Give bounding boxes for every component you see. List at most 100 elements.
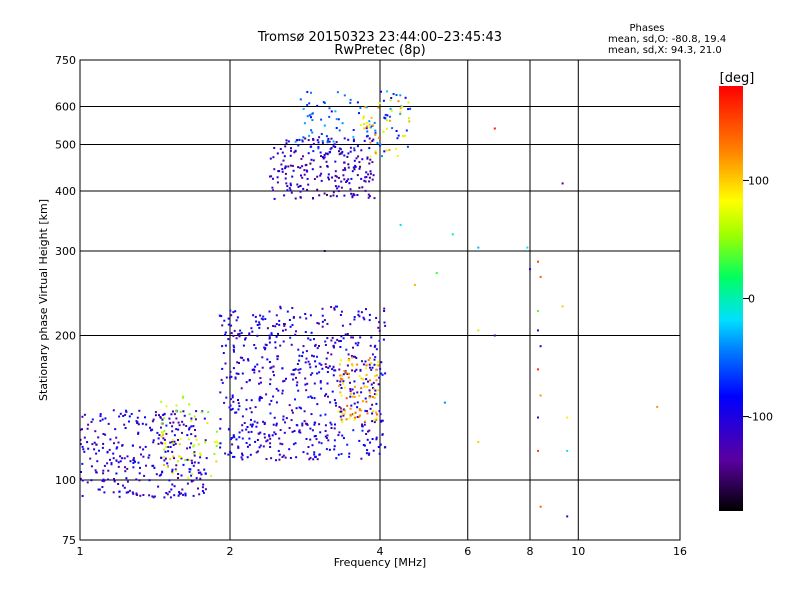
- data-point: [232, 435, 235, 438]
- data-point: [276, 181, 279, 184]
- data-point: [354, 342, 357, 345]
- data-point: [168, 417, 171, 420]
- data-point: [299, 368, 302, 371]
- data-point: [87, 447, 90, 450]
- data-point: [331, 390, 334, 393]
- data-point: [325, 160, 328, 163]
- data-point: [336, 338, 339, 341]
- data-point: [327, 439, 330, 442]
- data-point: [112, 457, 115, 460]
- data-point: [199, 454, 202, 457]
- data-point: [232, 400, 235, 403]
- data-point: [358, 315, 361, 318]
- data-point: [101, 479, 104, 482]
- data-point: [324, 394, 326, 397]
- data-point: [339, 314, 342, 316]
- data-point: [81, 495, 84, 497]
- data-point: [282, 329, 284, 332]
- data-point: [289, 154, 292, 157]
- data-point: [326, 382, 329, 385]
- data-point: [326, 322, 329, 325]
- data-point: [247, 431, 250, 434]
- data-point: [351, 369, 354, 372]
- data-point: [305, 438, 308, 440]
- data-point: [299, 98, 302, 101]
- data-point: [139, 494, 142, 497]
- data-point: [154, 414, 157, 417]
- data-point: [344, 168, 347, 171]
- data-point: [202, 483, 205, 486]
- data-point: [367, 359, 370, 361]
- data-point: [118, 415, 121, 418]
- data-point: [539, 505, 542, 508]
- data-point: [270, 333, 273, 336]
- data-point: [370, 368, 373, 371]
- data-point: [275, 335, 278, 338]
- data-point: [152, 418, 155, 421]
- data-point: [477, 246, 480, 249]
- data-point: [365, 122, 368, 125]
- data-point: [383, 321, 386, 324]
- data-point: [340, 408, 343, 411]
- data-point: [258, 432, 261, 435]
- data-point: [353, 316, 356, 318]
- data-point: [166, 493, 169, 496]
- data-point: [293, 430, 296, 432]
- data-point: [170, 413, 173, 416]
- data-point: [258, 396, 261, 399]
- data-point: [229, 404, 232, 407]
- data-point: [333, 439, 336, 442]
- colorbar: [719, 86, 743, 511]
- data-point: [354, 416, 356, 419]
- data-point: [231, 396, 234, 399]
- data-point: [369, 391, 371, 394]
- data-point: [364, 189, 367, 192]
- data-point: [529, 268, 531, 271]
- data-point: [97, 488, 100, 491]
- data-point: [272, 177, 274, 180]
- data-point: [376, 142, 379, 144]
- data-point: [259, 377, 262, 379]
- data-point: [272, 325, 275, 327]
- data-point: [288, 187, 291, 190]
- data-point: [268, 434, 271, 437]
- data-point: [317, 147, 320, 150]
- data-point: [197, 461, 200, 464]
- data-point: [155, 473, 158, 476]
- data-point: [283, 431, 286, 434]
- data-point: [121, 457, 123, 460]
- data-point: [237, 402, 240, 405]
- data-point: [339, 391, 342, 394]
- data-point: [152, 441, 155, 444]
- data-point: [332, 366, 335, 369]
- data-point: [158, 474, 161, 477]
- data-point: [119, 460, 122, 463]
- data-point: [361, 158, 364, 161]
- data-point: [148, 479, 151, 482]
- data-point: [106, 462, 109, 465]
- data-point: [320, 387, 323, 390]
- data-point: [373, 363, 376, 366]
- data-point: [188, 403, 191, 406]
- data-point: [378, 321, 381, 324]
- data-point: [378, 102, 381, 105]
- data-point: [222, 352, 225, 354]
- data-point: [328, 151, 331, 153]
- data-point: [321, 140, 324, 142]
- data-point: [136, 494, 139, 496]
- data-point: [375, 417, 378, 419]
- data-point: [230, 324, 233, 327]
- data-point: [537, 368, 539, 371]
- data-point: [86, 427, 89, 430]
- data-point: [281, 392, 284, 395]
- data-point: [285, 139, 288, 142]
- data-point: [251, 330, 254, 333]
- data-point: [396, 155, 399, 157]
- data-point: [163, 448, 166, 451]
- data-point: [250, 411, 253, 414]
- data-point: [304, 313, 307, 315]
- data-point: [366, 156, 369, 159]
- data-point: [200, 411, 203, 414]
- data-point: [296, 424, 299, 427]
- data-point: [319, 381, 322, 384]
